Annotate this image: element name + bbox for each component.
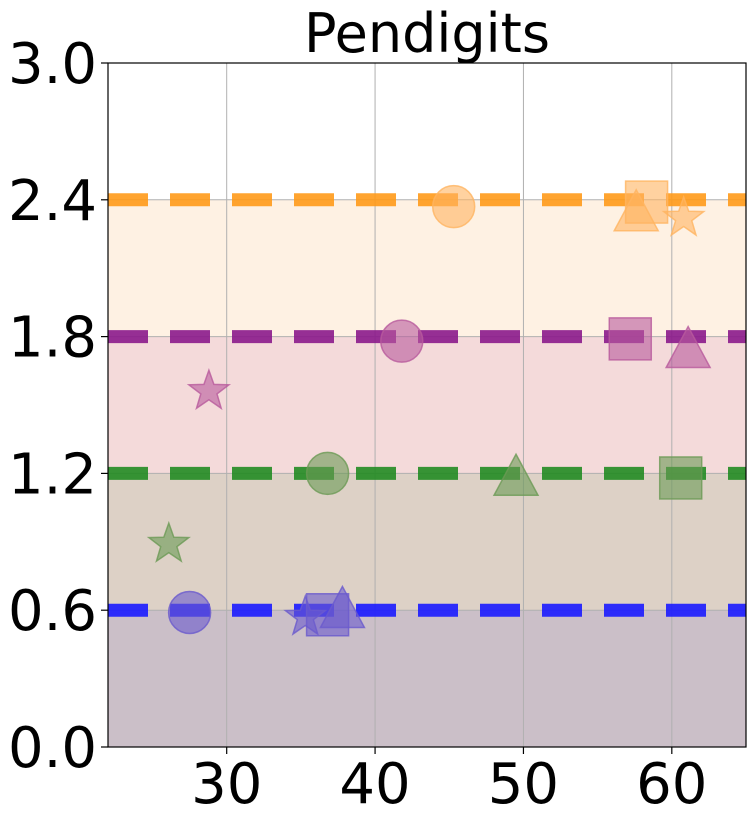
point-1-1-circle [305,451,350,496]
point-3-2-square [624,180,669,224]
point-2-1-circle [380,319,424,363]
point-2-2-square [608,317,653,361]
plot-frame [107,62,747,748]
point-1-2-triangle [492,452,540,496]
band-0 [108,610,746,747]
y-tick-label-3: 1.8 [8,306,97,371]
x-tick-label-1: 40 [339,752,410,817]
x-tick-label-0: 30 [191,752,262,817]
point-1-3-square [658,456,703,500]
point-0-3-triangle [319,584,366,629]
y-tick-label-2: 1.2 [8,442,97,507]
y-axis: 0.0 0.6 1.2 1.8 2.4 3.0 [8,32,108,781]
y-tick-label-5: 3.0 [8,32,97,97]
point-2-0-star [186,368,232,411]
point-layer [146,180,712,637]
y-tick-label-0: 0.0 [8,716,97,781]
chart-title: Pendigits [304,2,550,65]
y-tick-label-1: 0.6 [8,579,97,644]
point-3-3-star [661,194,706,237]
point-1-0-star [146,520,191,563]
band-1 [108,473,746,611]
x-tick-label-3: 60 [636,752,707,817]
x-axis: 30 40 50 60 [191,747,707,817]
point-3-0-circle [431,184,476,229]
x-tick-label-2: 50 [488,752,559,817]
y-tick-label-4: 2.4 [8,169,97,234]
point-2-3-triangle [664,324,712,369]
point-0-0-circle [167,590,212,635]
